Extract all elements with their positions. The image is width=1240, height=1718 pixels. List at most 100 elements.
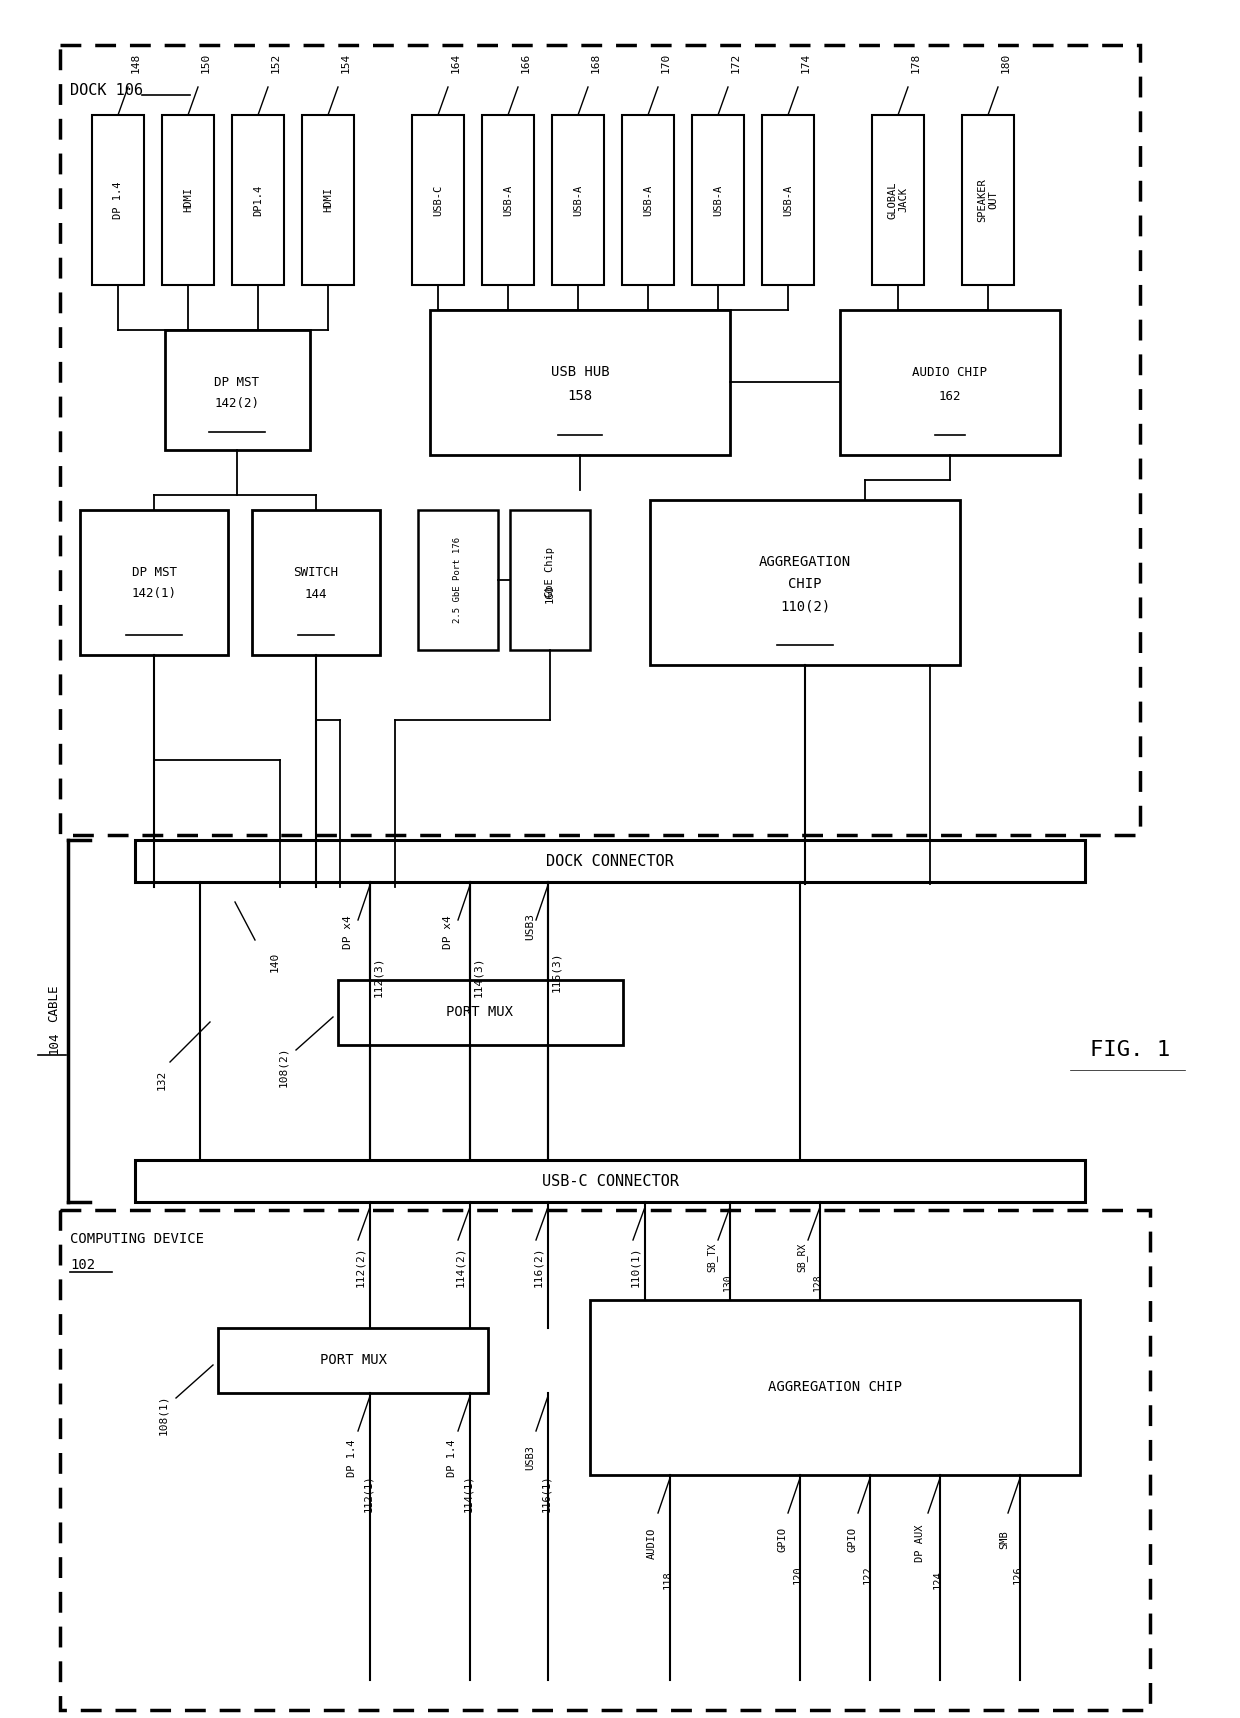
Bar xyxy=(60,45,1140,835)
Text: 164: 164 xyxy=(451,53,461,74)
Text: 132: 132 xyxy=(157,1070,167,1091)
Text: DOCK 106: DOCK 106 xyxy=(69,82,143,98)
Text: CABLE: CABLE xyxy=(47,984,61,1022)
Bar xyxy=(482,115,534,285)
Text: CHIP: CHIP xyxy=(789,577,822,591)
Text: DOCK CONNECTOR: DOCK CONNECTOR xyxy=(546,854,673,869)
Bar xyxy=(92,115,144,285)
Bar xyxy=(418,510,498,649)
Text: 112(3): 112(3) xyxy=(373,957,383,996)
Text: DP 1.4: DP 1.4 xyxy=(446,1440,458,1477)
Text: 178: 178 xyxy=(911,53,921,74)
Bar xyxy=(165,330,310,450)
Bar xyxy=(135,840,1085,881)
Bar xyxy=(650,500,960,665)
Text: 130: 130 xyxy=(723,1273,733,1290)
Text: 120: 120 xyxy=(794,1565,804,1584)
Bar xyxy=(135,1160,1085,1203)
Text: GPIO: GPIO xyxy=(847,1527,857,1553)
Bar xyxy=(81,510,228,655)
Text: USB-A: USB-A xyxy=(644,184,653,216)
Bar xyxy=(232,115,284,285)
Text: DP x4: DP x4 xyxy=(343,916,353,948)
Text: GLOBAL
JACK: GLOBAL JACK xyxy=(887,182,909,218)
Text: 114(2): 114(2) xyxy=(455,1247,465,1287)
Text: 114(3): 114(3) xyxy=(472,957,484,996)
Bar xyxy=(763,115,813,285)
Text: 144: 144 xyxy=(305,588,327,601)
Text: DP MST: DP MST xyxy=(131,565,176,579)
Text: 112(1): 112(1) xyxy=(363,1474,373,1512)
Bar xyxy=(303,115,353,285)
Text: AGGREGATION: AGGREGATION xyxy=(759,555,851,569)
Text: GPIO: GPIO xyxy=(777,1527,787,1553)
Bar xyxy=(510,510,590,649)
Text: 118: 118 xyxy=(663,1570,673,1589)
Text: 116(1): 116(1) xyxy=(541,1474,551,1512)
Text: 172: 172 xyxy=(732,53,742,74)
Text: DP 1.4: DP 1.4 xyxy=(347,1440,357,1477)
Bar xyxy=(60,1209,1149,1709)
Bar xyxy=(872,115,924,285)
Text: GbE Chip: GbE Chip xyxy=(546,546,556,596)
Text: 126: 126 xyxy=(1013,1565,1023,1584)
Text: 114(1): 114(1) xyxy=(463,1474,472,1512)
Text: 128: 128 xyxy=(813,1273,823,1290)
Text: 166: 166 xyxy=(521,53,531,74)
Text: USB-A: USB-A xyxy=(503,184,513,216)
Text: 108(1): 108(1) xyxy=(157,1395,167,1435)
Text: 122: 122 xyxy=(863,1565,873,1584)
Bar xyxy=(339,979,622,1045)
Text: 108(2): 108(2) xyxy=(278,1046,288,1087)
Text: 154: 154 xyxy=(341,53,351,74)
Text: HDMI: HDMI xyxy=(184,187,193,213)
Text: 140: 140 xyxy=(270,952,280,972)
Text: 112(2): 112(2) xyxy=(355,1247,365,1287)
Text: DP AUX: DP AUX xyxy=(915,1524,925,1562)
Text: SPEAKER
OUT: SPEAKER OUT xyxy=(977,179,998,222)
Text: 150: 150 xyxy=(201,53,211,74)
Text: HDMI: HDMI xyxy=(322,187,334,213)
Bar xyxy=(552,115,604,285)
Text: DP MST: DP MST xyxy=(215,376,259,388)
Text: USB3: USB3 xyxy=(525,1445,534,1471)
Text: FIG. 1: FIG. 1 xyxy=(1090,1039,1171,1060)
Text: 174: 174 xyxy=(801,53,811,74)
Text: AGGREGATION CHIP: AGGREGATION CHIP xyxy=(768,1380,901,1393)
Text: USB HUB: USB HUB xyxy=(551,364,609,380)
Text: 162: 162 xyxy=(939,390,961,402)
Bar xyxy=(162,115,215,285)
Text: 124: 124 xyxy=(932,1570,942,1589)
Text: USB-C: USB-C xyxy=(433,184,443,216)
Bar xyxy=(430,309,730,455)
Text: 116(3): 116(3) xyxy=(551,952,560,993)
Text: 152: 152 xyxy=(272,53,281,74)
Text: SMB: SMB xyxy=(999,1531,1009,1550)
Text: USB3: USB3 xyxy=(525,914,534,940)
Text: SWITCH: SWITCH xyxy=(294,565,339,579)
Text: USB-A: USB-A xyxy=(713,184,723,216)
Bar xyxy=(252,510,379,655)
Text: 148: 148 xyxy=(131,53,141,74)
Text: USB-A: USB-A xyxy=(573,184,583,216)
Text: AUDIO CHIP: AUDIO CHIP xyxy=(913,366,987,378)
Text: 2.5 GbE Port 176: 2.5 GbE Port 176 xyxy=(454,538,463,624)
Text: 168: 168 xyxy=(591,53,601,74)
Bar xyxy=(692,115,744,285)
Text: 110(2): 110(2) xyxy=(780,600,830,613)
Bar xyxy=(412,115,464,285)
Bar xyxy=(962,115,1014,285)
Text: 142(1): 142(1) xyxy=(131,588,176,601)
Bar xyxy=(590,1301,1080,1476)
Text: USB-A: USB-A xyxy=(782,184,794,216)
Text: 160: 160 xyxy=(546,584,556,603)
Bar xyxy=(622,115,675,285)
Text: PORT MUX: PORT MUX xyxy=(446,1005,513,1019)
Text: PORT MUX: PORT MUX xyxy=(320,1354,387,1368)
Text: 170: 170 xyxy=(661,53,671,74)
Text: AUDIO: AUDIO xyxy=(647,1527,657,1558)
Text: 110(1): 110(1) xyxy=(630,1247,640,1287)
Text: SB_RX: SB_RX xyxy=(796,1242,807,1271)
Text: USB-C CONNECTOR: USB-C CONNECTOR xyxy=(542,1173,678,1189)
Text: DP1.4: DP1.4 xyxy=(253,184,263,216)
